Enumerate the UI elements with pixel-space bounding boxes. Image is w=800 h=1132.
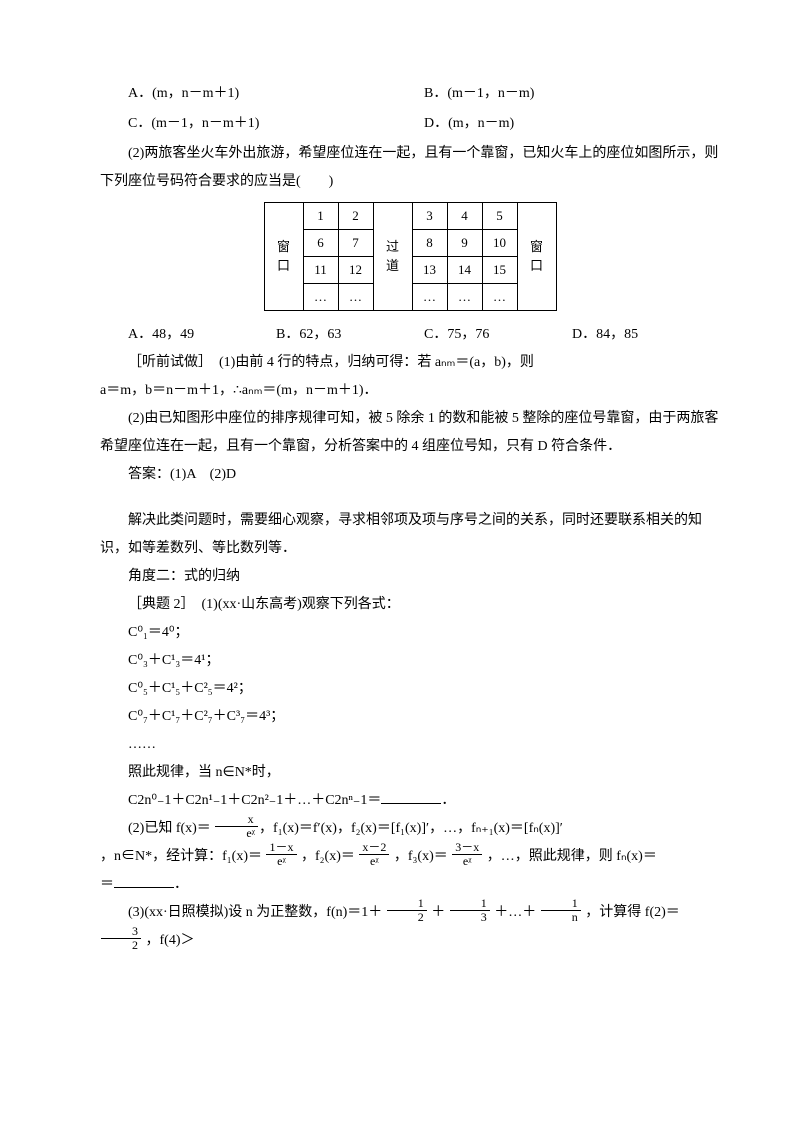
seat-cell: 3 [412, 203, 447, 230]
seat-cell: … [412, 284, 447, 311]
ex2-line: C⁰₃＋C¹₃＝4¹； [100, 647, 720, 675]
seat-cell: … [338, 284, 373, 311]
seat-cell: 14 [447, 257, 482, 284]
aisle-label: 过 道 [373, 203, 412, 311]
seat-diagram: 窗 口 1 2 过 道 3 4 5 窗 口 6 7 8 [100, 202, 720, 311]
ex2-rule: 照此规律，当 n∈N*时， [100, 759, 720, 787]
seat-cell: 11 [303, 257, 338, 284]
seat-cell: … [482, 284, 517, 311]
q1-option-d: D．(m，n－m) [424, 110, 720, 138]
blank-fill [381, 789, 441, 804]
q2-stem: (2)两旅客坐火车外出旅游，希望座位连在一起，且有一个靠窗，已知火车上的座位如图… [100, 140, 720, 196]
ex2-line: C⁰₇＋C¹₇＋C²₇＋C³₇＝4³； [100, 703, 720, 731]
seat-cell: … [303, 284, 338, 311]
p3-line: (3)(xx·日照模拟)设 n 为正整数，f(n)＝1＋ 12 ＋ 13 ＋…＋… [100, 899, 720, 955]
q2-option-a: A．48，49 [128, 321, 276, 349]
q2-option-d: D．84，85 [572, 321, 720, 349]
ex2-head: ［典题 2］ (1)(xx·山东高考)观察下列各式： [100, 591, 720, 619]
seat-cell: 12 [338, 257, 373, 284]
seat-cell: 1 [303, 203, 338, 230]
p2-line1: (2)已知 f(x)＝ x eᵡ ，f₁(x)＝f′(x)，f₂(x)＝[f₁(… [100, 815, 720, 843]
ex2-target: C2n⁰₋1＋C2n¹₋1＋C2n²₋1＋…＋C2nⁿ₋1＝． [100, 787, 720, 815]
q1-option-a: A．(m，n－m＋1) [128, 80, 424, 108]
seat-cell: 5 [482, 203, 517, 230]
seat-cell: 2 [338, 203, 373, 230]
seat-cell: 13 [412, 257, 447, 284]
p2-blank: ＝． [100, 871, 720, 899]
ex2-line: C⁰₁＝4⁰； [100, 619, 720, 647]
seat-cell: 7 [338, 230, 373, 257]
q1-option-c: C．(m－1，n－m＋1) [128, 110, 424, 138]
seat-cell: 15 [482, 257, 517, 284]
seat-cell: 8 [412, 230, 447, 257]
blank-fill [114, 873, 174, 888]
right-window-label: 窗 口 [517, 203, 556, 311]
q1-option-b: B．(m－1，n－m) [424, 80, 720, 108]
solution-lead: ［听前试做］ (1)由前 4 行的特点，归纳可得：若 aₙₘ＝(a，b)，则 [100, 349, 720, 377]
tip-text: 解决此类问题时，需要细心观察，寻求相邻项及项与序号之间的关系，同时还要联系相关的… [100, 507, 720, 563]
answer: 答案：(1)A (2)D [100, 461, 720, 489]
q2-option-b: B．62，63 [276, 321, 424, 349]
seat-cell: 10 [482, 230, 517, 257]
q2-option-c: C．75，76 [424, 321, 572, 349]
seat-cell: 9 [447, 230, 482, 257]
solution-line2: a＝m，b＝n－m＋1，∴aₙₘ＝(m，n－m＋1)． [100, 377, 720, 405]
ex2-line: C⁰₅＋C¹₅＋C²₅＝4²； [100, 675, 720, 703]
left-window-label: 窗 口 [264, 203, 303, 311]
solution-p2: (2)由已知图形中座位的排序规律可知，被 5 除余 1 的数和能被 5 整除的座… [100, 405, 720, 461]
seat-cell: … [447, 284, 482, 311]
seat-cell: 6 [303, 230, 338, 257]
angle2-heading: 角度二：式的归纳 [100, 563, 720, 591]
p2-line2: ，n∈N*，经计算：f₁(x)＝ 1－xeᵡ ，f₂(x)＝ x－2eᵡ ，f₃… [100, 843, 720, 871]
ex2-line: …… [100, 731, 720, 759]
seat-cell: 4 [447, 203, 482, 230]
fraction: x eᵡ [215, 813, 258, 840]
